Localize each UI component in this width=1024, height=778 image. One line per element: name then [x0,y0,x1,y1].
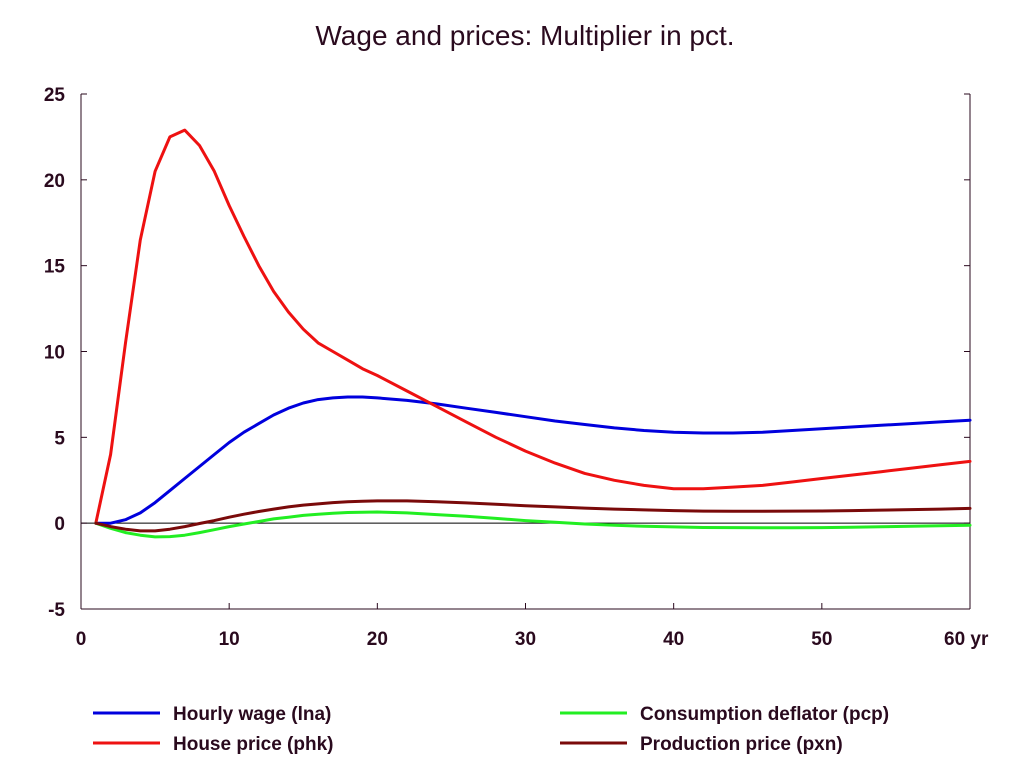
y-tick-label: 5 [54,428,65,449]
axes-layer: -5 0 5 10 15 20 25 0 10 20 30 40 50 60 yr [44,85,989,650]
y-tick-label: 15 [44,257,66,278]
chart-title: Wage and prices: Multiplier in pct. [315,20,735,51]
series-line-1 [94,128,972,525]
x-tick-label: 60 yr [944,629,989,650]
x-tick-label: 30 [515,629,536,650]
x-tick-label: 50 [811,629,832,650]
legend: Hourly wage (lna) House price (phk) Consum… [93,704,889,755]
y-tick-label: 0 [54,514,65,535]
lines-layer [94,128,972,539]
legend-label-0: Hourly wage (lna) [173,704,331,725]
x-tick-label: 40 [663,629,684,650]
y-tick-label: -5 [48,600,65,621]
series-line-0 [94,395,972,525]
y-tick-label: 25 [44,85,66,106]
legend-label-3: Production price (pxn) [640,734,843,755]
x-tick-label: 10 [219,629,240,650]
y-tick-label: 10 [44,343,65,364]
x-tick-label: 0 [76,629,87,650]
legend-label-1: House price (phk) [173,734,333,755]
y-tick-label: 20 [44,171,65,192]
legend-label-2: Consumption deflator (pcp) [640,704,889,725]
x-tick-label: 20 [367,629,388,650]
series-line-3 [94,499,972,533]
series-line-2 [94,510,972,539]
